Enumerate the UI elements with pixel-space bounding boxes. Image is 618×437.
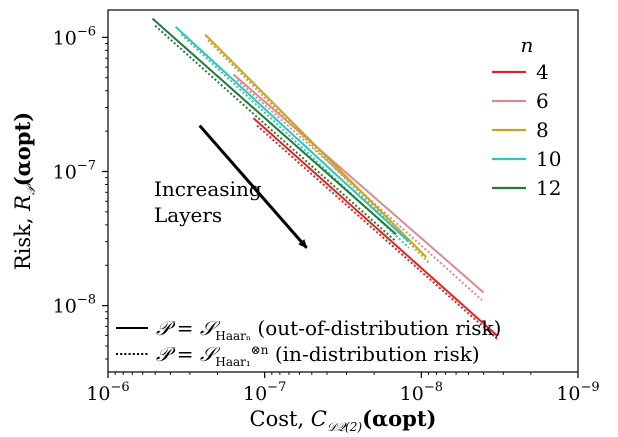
series-layer bbox=[151, 17, 500, 342]
increasing-layers-arrow bbox=[198, 124, 308, 249]
annotation-line-1: Increasing bbox=[154, 177, 262, 201]
x-ticks: 10−6 10−7 10−8 10−9 bbox=[86, 372, 600, 405]
color-legend-label-8: 8 bbox=[536, 118, 549, 142]
x-tick-label: 10−8 bbox=[400, 380, 443, 405]
annotation-line-2: Layers bbox=[154, 203, 222, 227]
series-n8-solid bbox=[204, 33, 428, 258]
plot-area bbox=[108, 10, 578, 372]
series-n4-dotted bbox=[256, 124, 500, 342]
x-axis-label: Cost, C𝒟𝒬(2)(αopt) bbox=[250, 406, 437, 434]
series-n12-dotted bbox=[154, 25, 397, 243]
y-ticks: 10−6 10−7 10−8 bbox=[53, 24, 108, 360]
x-tick-label: 10−7 bbox=[243, 380, 286, 405]
color-legend-label-10: 10 bbox=[536, 147, 561, 171]
series-n4-solid bbox=[252, 117, 498, 337]
y-tick-label: 10−6 bbox=[53, 24, 96, 49]
annotation: Increasing Layers bbox=[154, 124, 308, 249]
series-n10-solid bbox=[174, 26, 410, 243]
color-legend-label-6: 6 bbox=[536, 89, 549, 113]
series-n6-solid bbox=[232, 73, 485, 294]
style-legend: 𝒫 = 𝒮Haarₙ (out-of-distribution risk)𝒫 =… bbox=[116, 316, 501, 369]
color-legend-label-12: 12 bbox=[536, 176, 561, 200]
color-legend-title: n bbox=[521, 33, 534, 57]
style-legend-label-solid: 𝒫 = 𝒮Haarₙ (out-of-distribution risk) bbox=[156, 316, 501, 343]
y-tick-label: 10−7 bbox=[53, 159, 96, 184]
x-tick-label: 10−6 bbox=[86, 380, 129, 405]
series-n12-solid bbox=[151, 17, 397, 236]
y-tick-label: 10−8 bbox=[53, 293, 96, 318]
color-legend: n 4 6 8 10 12 bbox=[492, 33, 561, 200]
x-tick-label: 10−9 bbox=[556, 380, 599, 405]
y-axis-label: Risk, R𝒫(αopt) bbox=[10, 112, 38, 270]
series-n10-dotted bbox=[180, 33, 410, 249]
style-legend-label-dotted: 𝒫 = 𝒮Haar₁⊗n (in-distribution risk) bbox=[156, 342, 480, 369]
axes-frame bbox=[107, 9, 579, 373]
color-legend-label-4: 4 bbox=[536, 60, 549, 84]
